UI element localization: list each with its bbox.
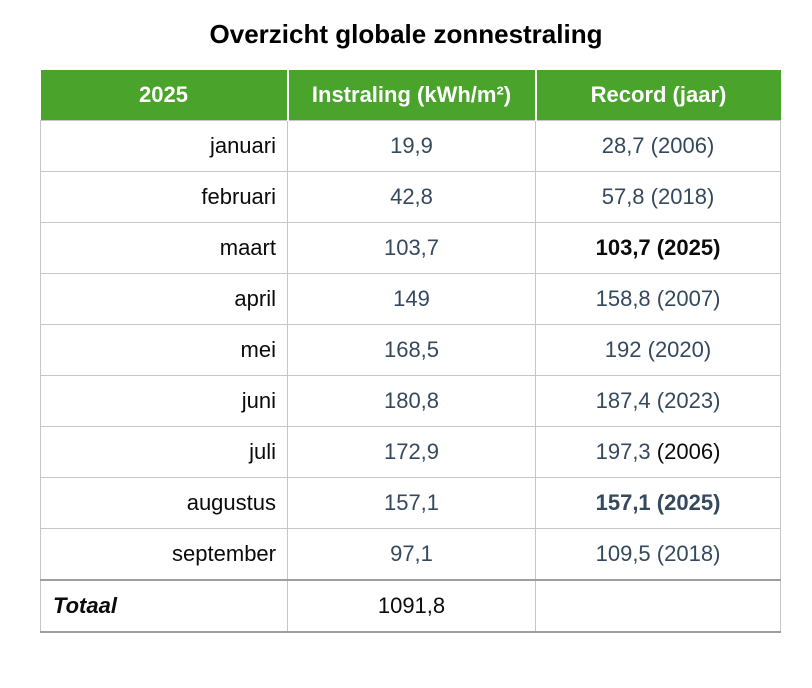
instraling-cell: 172,9 xyxy=(287,426,536,478)
record-cell: 158,8 (2007) xyxy=(535,273,781,325)
record-cell: 157,1 (2025) xyxy=(535,477,781,529)
header-cell-record: Record (jaar) xyxy=(534,70,781,121)
record-value: 157,1 xyxy=(595,490,651,515)
header-cell-instraling: Instraling (kWh/m²) xyxy=(286,70,536,121)
record-value: 109,5 xyxy=(595,541,651,566)
instraling-cell: 157,1 xyxy=(287,477,536,529)
page-title: Overzicht globale zonnestraling xyxy=(209,19,603,49)
instraling-cell: 42,8 xyxy=(287,171,536,223)
record-cell: 192 (2020) xyxy=(535,324,781,376)
total-value-cell: 1091,8 xyxy=(287,579,536,633)
instraling-cell: 180,8 xyxy=(287,375,536,427)
month-cell: september xyxy=(40,528,288,581)
record-value: 103,7 xyxy=(595,235,651,260)
month-cell: juni xyxy=(40,375,288,427)
solar-radiation-table: 2025 Instraling (kWh/m²) Record (jaar) j… xyxy=(40,70,781,633)
record-year: (2006) xyxy=(656,439,721,464)
record-year: (2018) xyxy=(656,541,721,566)
record-cell: 57,8 (2018) xyxy=(535,171,781,223)
record-value: 28,7 xyxy=(601,133,645,158)
record-year: (2006) xyxy=(650,133,715,158)
table-body: januari 19,9 28,7 (2006) februari 42,8 57,8 (… xyxy=(40,120,781,581)
table-row: mei 168,5 192 (2020) xyxy=(40,324,781,376)
month-cell: juli xyxy=(40,426,288,478)
total-label-cell: Totaal xyxy=(40,579,288,633)
month-cell: mei xyxy=(40,324,288,376)
record-cell: 109,5 (2018) xyxy=(535,528,781,581)
month-cell: januari xyxy=(40,120,288,172)
header-cell-year: 2025 xyxy=(40,70,288,121)
record-value: 57,8 xyxy=(601,184,645,209)
total-empty-cell xyxy=(535,579,781,633)
table-footer: Totaal 1091,8 xyxy=(40,579,781,633)
record-value: 192 xyxy=(604,337,642,362)
record-cell: 197,3 (2006) xyxy=(535,426,781,478)
record-year: (2007) xyxy=(656,286,721,311)
instraling-cell: 168,5 xyxy=(287,324,536,376)
record-cell: 28,7 (2006) xyxy=(535,120,781,172)
table-row: april 149 158,8 (2007) xyxy=(40,273,781,325)
total-row: Totaal 1091,8 xyxy=(40,579,781,633)
record-cell: 187,4 (2023) xyxy=(535,375,781,427)
record-value: 197,3 xyxy=(595,439,651,464)
table-row: januari 19,9 28,7 (2006) xyxy=(40,120,781,172)
record-year: (2025) xyxy=(656,235,721,260)
month-cell: maart xyxy=(40,222,288,274)
month-cell: februari xyxy=(40,171,288,223)
instraling-cell: 19,9 xyxy=(287,120,536,172)
month-cell: april xyxy=(40,273,288,325)
table-row: juni 180,8 187,4 (2023) xyxy=(40,375,781,427)
table-row: maart 103,7 103,7 (2025) xyxy=(40,222,781,274)
table-header: 2025 Instraling (kWh/m²) Record (jaar) xyxy=(40,70,781,121)
table-row: juli 172,9 197,3 (2006) xyxy=(40,426,781,478)
record-year: (2025) xyxy=(656,490,721,515)
instraling-cell: 149 xyxy=(287,273,536,325)
table-row: augustus 157,1 157,1 (2025) xyxy=(40,477,781,529)
header-row: 2025 Instraling (kWh/m²) Record (jaar) xyxy=(40,70,781,121)
instraling-cell: 103,7 xyxy=(287,222,536,274)
record-value: 187,4 xyxy=(595,388,651,413)
record-cell: 103,7 (2025) xyxy=(535,222,781,274)
record-value: 158,8 xyxy=(595,286,651,311)
record-year: (2018) xyxy=(650,184,715,209)
table-row: februari 42,8 57,8 (2018) xyxy=(40,171,781,223)
month-cell: augustus xyxy=(40,477,288,529)
table-row: september 97,1 109,5 (2018) xyxy=(40,528,781,581)
instraling-cell: 97,1 xyxy=(287,528,536,581)
record-year: (2023) xyxy=(656,388,721,413)
record-year: (2020) xyxy=(647,337,712,362)
